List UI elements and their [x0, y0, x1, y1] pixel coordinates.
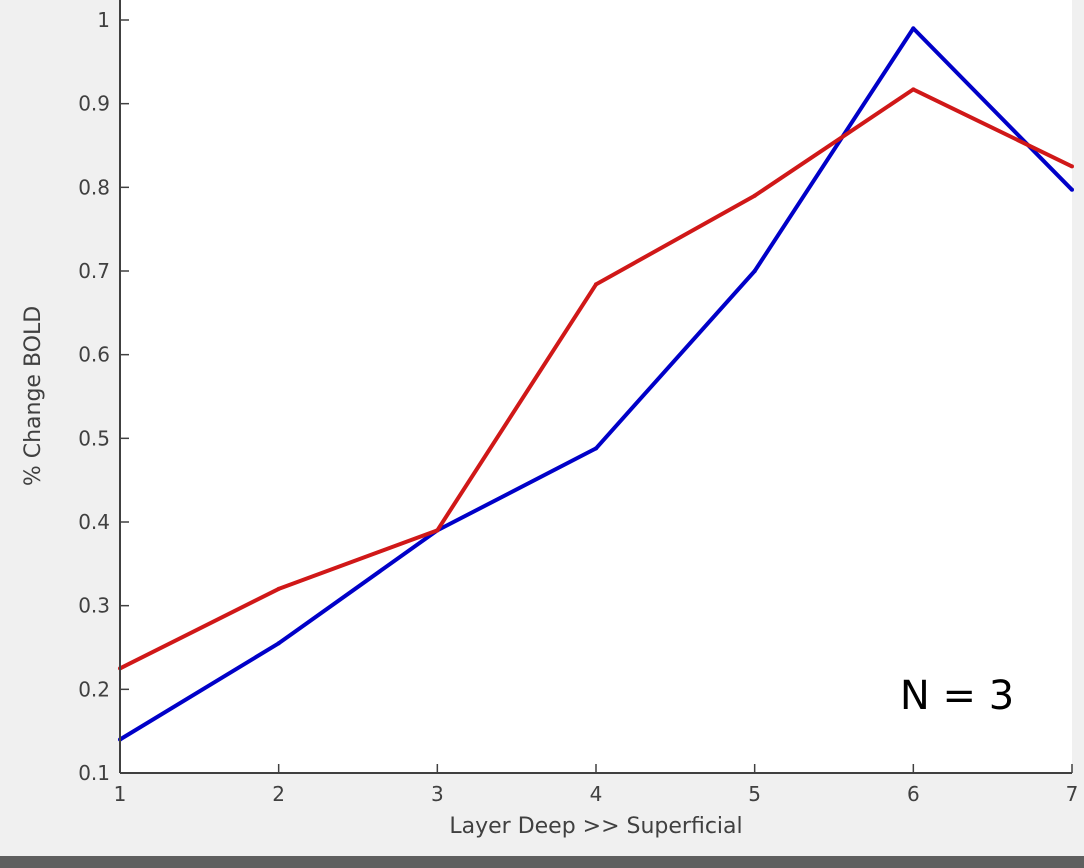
y-tick-label: 0.6	[78, 343, 110, 367]
series-1-point	[276, 641, 281, 646]
bottom-border	[0, 856, 1084, 868]
y-tick-label: 0.5	[78, 426, 110, 450]
plot-area	[120, 0, 1072, 773]
y-tick-label: 0.8	[78, 175, 110, 199]
x-tick-label: 3	[431, 782, 444, 806]
x-tick-label: 4	[590, 782, 603, 806]
y-tick-label: 0.9	[78, 92, 110, 116]
series-1-point	[594, 446, 598, 451]
series-2-point	[435, 528, 440, 533]
series-2-point	[276, 586, 281, 591]
series-1-point	[752, 269, 757, 273]
y-tick-label: 0.2	[78, 677, 110, 701]
x-tick-label: 1	[114, 782, 127, 806]
y-tick-label: 0.7	[78, 259, 110, 283]
x-tick-label: 6	[907, 782, 920, 806]
y-tick-label: 0.1	[78, 761, 110, 785]
series-2-point	[911, 87, 916, 92]
y-axis-label: % Change BOLD	[21, 306, 46, 486]
x-tick-label: 2	[272, 782, 285, 806]
x-tick-label: 5	[748, 782, 761, 806]
y-tick-label: 0.4	[78, 510, 110, 534]
series-2-point	[594, 282, 598, 287]
series-2-point	[1070, 164, 1074, 169]
series-2-point	[752, 193, 757, 198]
series-1-point	[911, 26, 916, 31]
series-1-point	[1070, 187, 1074, 192]
sample-size-annotation: N = 3	[900, 673, 1014, 719]
x-axis-label: Layer Deep >> Superficial	[449, 814, 742, 839]
y-tick-label: 0.3	[78, 594, 110, 618]
x-tick-label: 7	[1066, 782, 1079, 806]
y-tick-label: 1	[97, 8, 110, 32]
